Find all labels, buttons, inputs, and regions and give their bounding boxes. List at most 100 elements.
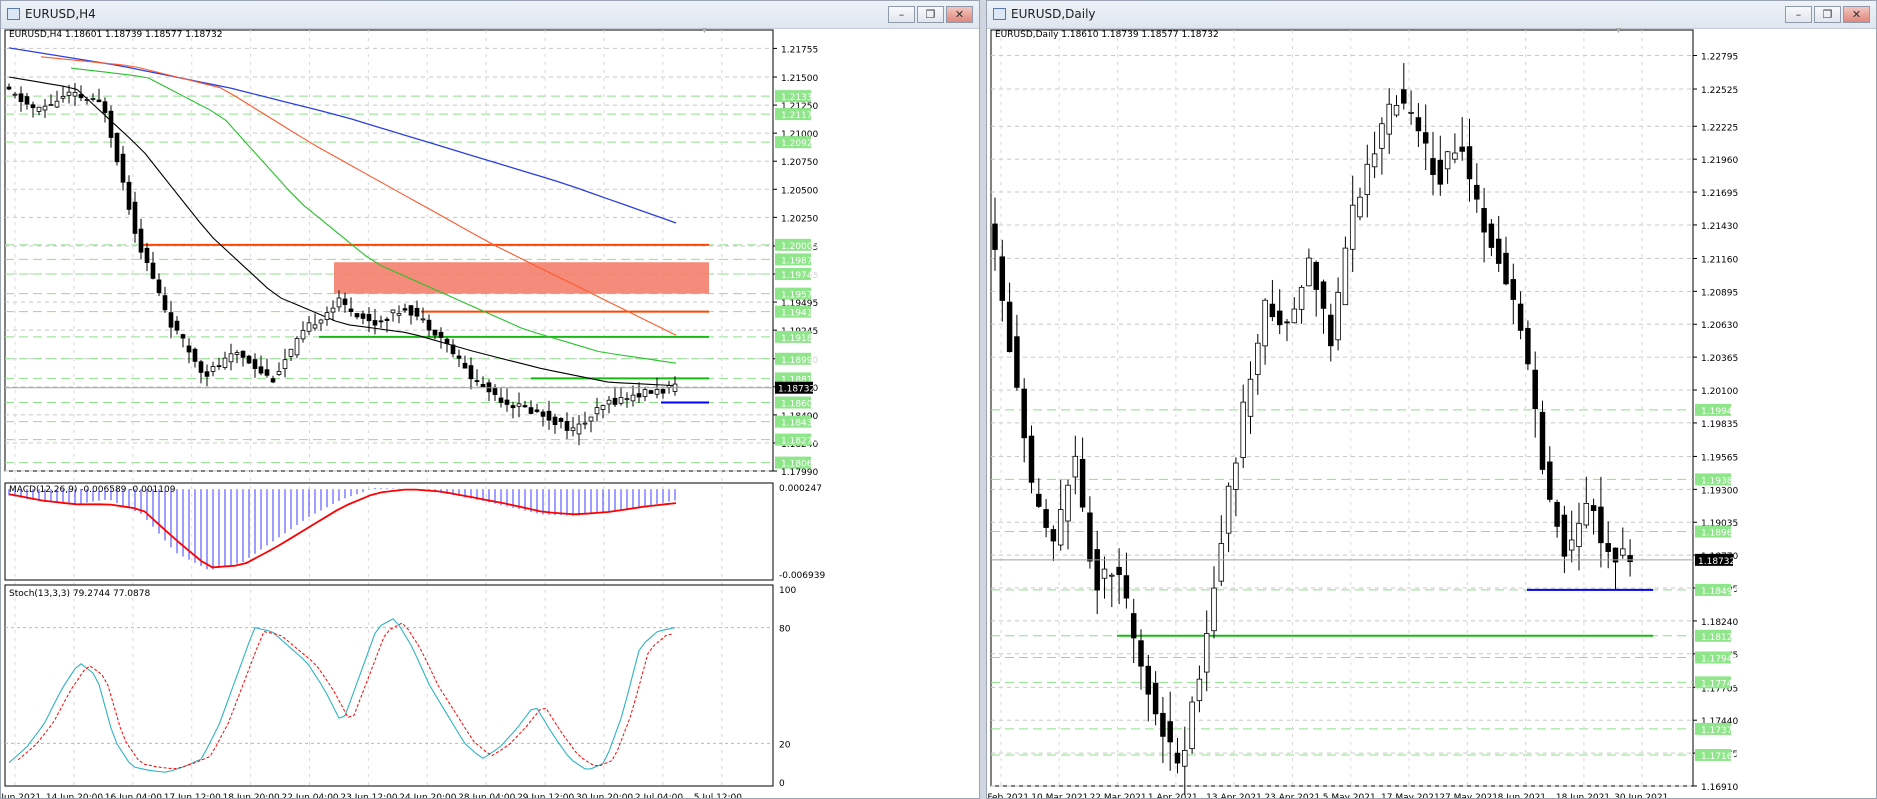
h4-candle-body	[462, 362, 468, 369]
h4-candle-body	[336, 297, 342, 308]
h4-candle-body	[666, 385, 672, 388]
h4-candle-body	[582, 422, 588, 425]
close-icon[interactable]: ✕	[946, 6, 973, 23]
daily-candle-body	[1576, 522, 1582, 548]
h4-candle-body	[102, 101, 108, 113]
h4-candle-body	[534, 409, 540, 412]
daily-candle-body	[1057, 509, 1064, 546]
daily-date-label: 27 May 2021	[1439, 793, 1498, 799]
daily-candle-body	[992, 223, 998, 250]
h4-title-bar[interactable]: EURUSD,H4 – ❐ ✕	[1, 1, 979, 29]
h4-level-label: 1.18990	[781, 356, 818, 366]
h4-candle-body	[522, 405, 528, 408]
daily-date-label: 10 Mar 2021	[1031, 793, 1088, 799]
h4-chart-area[interactable]: 1.21755 1.21500 1.21250 1.21000 1.20750 1.205…	[1, 28, 979, 799]
daily-date-label: 8 Jun 2021	[1498, 793, 1546, 799]
h4-candle-body	[48, 104, 54, 106]
h4-candle-body	[282, 359, 288, 369]
h4-date-label: 30 Jun 20:00	[576, 793, 633, 799]
h4-stoch-main-line	[8, 618, 676, 773]
window-icon	[993, 8, 1006, 20]
daily-candle-body	[1598, 506, 1604, 544]
daily-chart-window[interactable]: EURUSD,Daily – ❐ ✕ 1.22795 1.22525 1.22225…	[986, 0, 1877, 799]
h4-level-label: 1.18600	[781, 400, 818, 410]
daily-candle-body	[1481, 208, 1487, 233]
minimize-icon[interactable]: –	[1785, 6, 1812, 23]
h4-candle-body	[300, 330, 306, 340]
daily-candle-body	[1298, 286, 1305, 310]
h4-candle-body	[408, 305, 414, 316]
h4-candle-body	[594, 407, 600, 415]
daily-candle-body	[1306, 257, 1312, 287]
h4-candle-body	[216, 365, 222, 368]
daily-axis-price-label: 1.20100	[1701, 387, 1738, 397]
daily-date-label: 30 Jun 2021	[1614, 793, 1668, 799]
restore-icon[interactable]: ❐	[917, 6, 944, 23]
daily-candle-body	[1211, 587, 1217, 632]
h4-candle-body	[78, 93, 84, 99]
h4-candle-body	[612, 397, 618, 405]
h4-stoch-axis-label: 20	[779, 740, 791, 750]
h4-macd-label: MACD(12,26,9) -0.006589 -0.001109	[9, 485, 176, 495]
h4-candle-body	[426, 319, 432, 331]
h4-candle-body	[60, 95, 66, 99]
daily-candle-body	[1466, 146, 1473, 180]
daily-date-label: 26 Feb 2021	[987, 793, 1029, 799]
h4-candle-body	[180, 334, 186, 339]
h4-candle-body	[162, 295, 168, 311]
h4-level-label: 1.18430	[781, 419, 818, 429]
h4-candle-body	[654, 388, 660, 395]
daily-axis-price-label: 1.19565	[1701, 453, 1738, 463]
h4-candle-body	[420, 318, 426, 321]
restore-icon[interactable]: ❐	[1814, 6, 1841, 23]
window-divider	[980, 0, 986, 799]
daily-candle-body	[1379, 123, 1385, 149]
daily-candle-body	[1087, 512, 1093, 562]
h4-date-label: 16 Jun 04:00	[105, 793, 162, 799]
close-icon[interactable]: ✕	[1843, 6, 1870, 23]
daily-level-label-bg	[1695, 583, 1731, 596]
daily-level-label: 1.17160	[1701, 752, 1738, 762]
daily-axis-price-label: 1.19835	[1701, 420, 1738, 430]
daily-candle-body	[1284, 321, 1290, 324]
daily-candle-body	[1364, 163, 1371, 196]
h4-level-label: 1.18815	[781, 375, 818, 385]
chart-shift-marker-icon: ▼	[701, 28, 708, 35]
h4-candle-body	[360, 313, 366, 319]
daily-candle-body	[1130, 613, 1137, 639]
h4-candle-body	[252, 359, 258, 369]
h4-stoch-axis-label: 80	[779, 625, 791, 635]
daily-candle-body	[1006, 301, 1013, 353]
daily-candle-body	[1043, 509, 1049, 528]
daily-title-bar[interactable]: EURUSD,Daily – ❐ ✕	[987, 1, 1876, 29]
daily-chart-area[interactable]: 1.22795 1.22525 1.22225 1.21960 1.21695 1.214…	[987, 28, 1876, 799]
h4-candle-body	[228, 353, 234, 363]
daily-date-label: 22 Mar 2021	[1090, 793, 1147, 799]
h4-level-label-bg	[775, 305, 811, 318]
daily-axis-price-label: 1.19035	[1701, 519, 1738, 529]
h4-chart-window[interactable]: EURUSD,H4 – ❐ ✕ 1.21755 1.21500 1.21250 1.2…	[0, 0, 980, 799]
daily-candle-body	[1568, 539, 1575, 551]
h4-level-label: 1.20920	[781, 139, 818, 149]
daily-level-label: 1.17370	[1701, 726, 1738, 736]
h4-level-label-bg	[775, 456, 811, 469]
daily-candle-body	[1182, 750, 1188, 767]
h4-candle-body	[6, 86, 12, 90]
h4-candle-body	[54, 100, 60, 108]
daily-level-label: 1.18490	[1701, 587, 1738, 597]
h4-candle-body	[642, 389, 648, 397]
minimize-icon[interactable]: –	[888, 6, 915, 23]
h4-candle-body	[372, 320, 378, 326]
daily-candle-body	[1145, 665, 1152, 695]
h4-candle-body	[276, 371, 282, 375]
daily-candle-body	[1262, 299, 1268, 347]
daily-axis-price-label: 1.22525	[1701, 86, 1738, 96]
h4-candle-body	[366, 313, 372, 322]
h4-candle-body	[324, 312, 330, 320]
daily-candle-body	[1101, 568, 1108, 579]
daily-candle-body	[1342, 247, 1349, 306]
h4-candle-body	[354, 313, 360, 318]
h4-candle-body	[624, 398, 630, 401]
h4-candle-body	[528, 407, 534, 414]
daily-axis-price-label: 1.20630	[1701, 321, 1738, 331]
